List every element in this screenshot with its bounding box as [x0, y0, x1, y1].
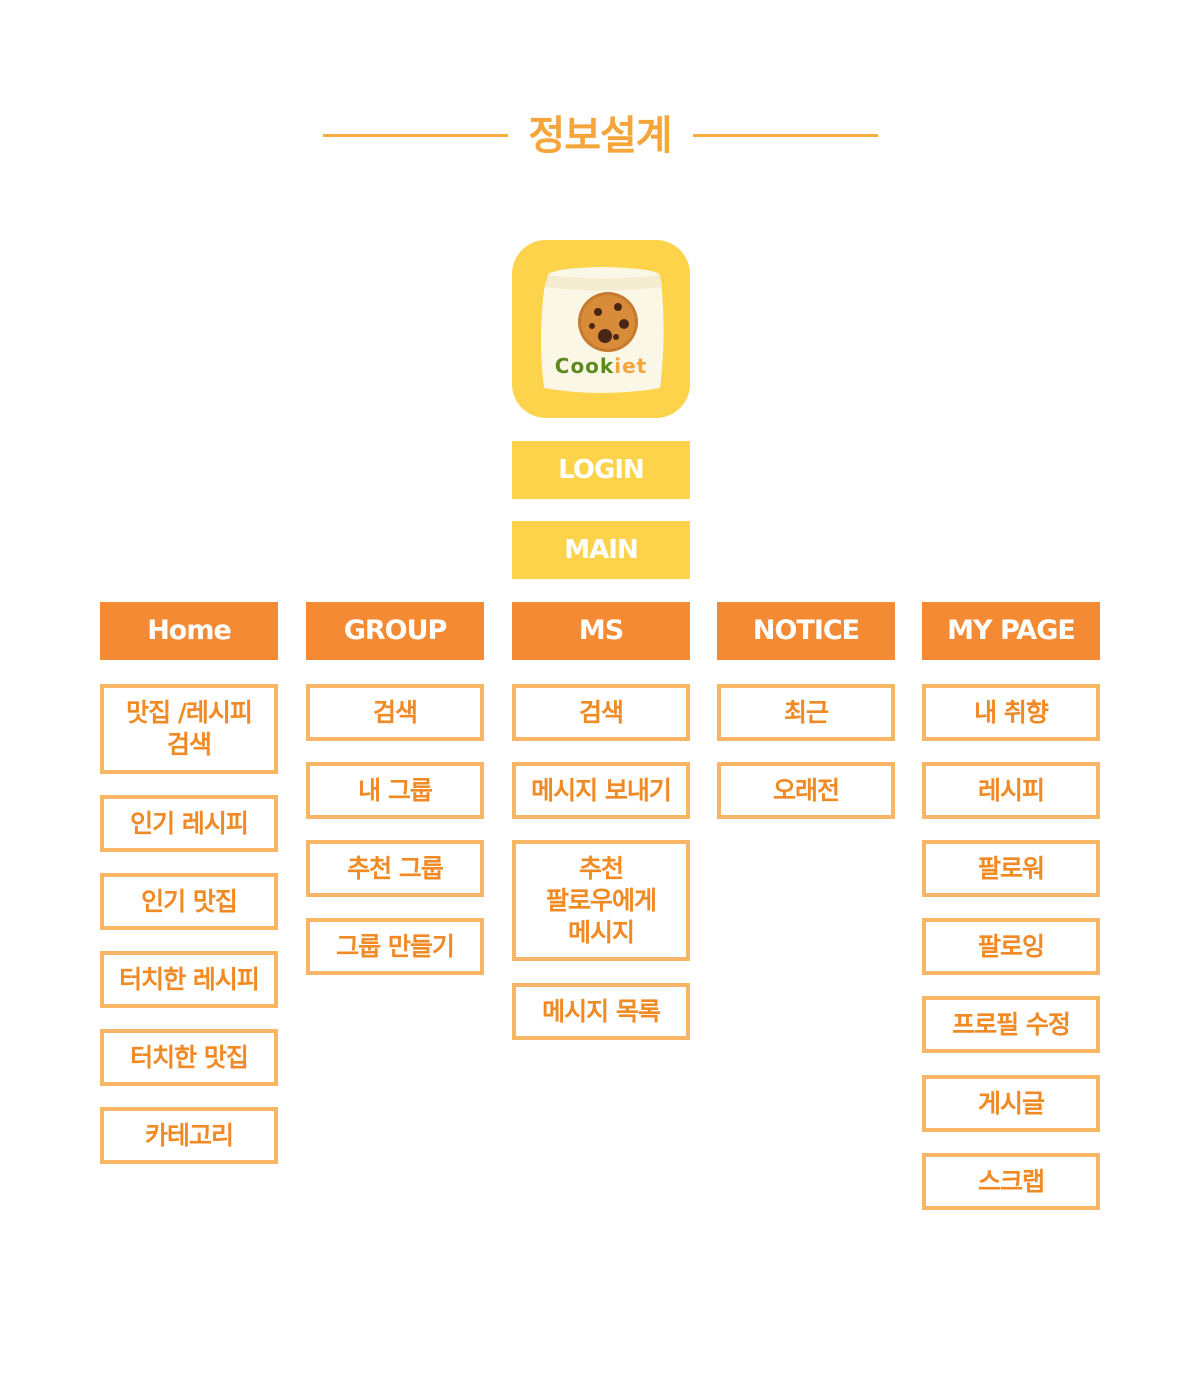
app-logo: Cookiet: [512, 240, 690, 418]
node-home-touched-restaurant: 터치한 맛집: [100, 1029, 278, 1086]
title-bar: 정보설계: [0, 108, 1200, 164]
page-title: 정보설계: [528, 113, 672, 159]
logo-wordmark-part1: Cook: [554, 354, 615, 378]
node-mypage-recipe: 레시피: [922, 762, 1100, 819]
node-ms-recommended-follower-message: 추천 팔로우에게 메시지: [512, 840, 690, 961]
column-header-mypage: MY PAGE: [922, 602, 1100, 660]
cookie-bag-icon: [541, 267, 664, 393]
node-ms-search: 검색: [512, 684, 690, 741]
column-header-ms: MS: [512, 602, 690, 660]
column-header-notice: NOTICE: [717, 602, 895, 660]
column-header-group: GROUP: [306, 602, 484, 660]
node-home-search: 맛집 /레시피 검색: [100, 684, 278, 774]
node-group-recommended: 추천 그룹: [306, 840, 484, 897]
node-ms-send-message: 메시지 보내기: [512, 762, 690, 819]
node-home-category: 카테고리: [100, 1107, 278, 1164]
node-notice-recent: 최근: [717, 684, 895, 741]
logo-wordmark-part2: iet: [614, 354, 648, 378]
node-group-create: 그룹 만들기: [306, 918, 484, 975]
node-mypage-followers: 팔로워: [922, 840, 1100, 897]
node-home-touched-recipe: 터치한 레시피: [100, 951, 278, 1008]
node-home-popular-recipe: 인기 레시피: [100, 795, 278, 852]
node-mypage-following: 팔로잉: [922, 918, 1100, 975]
node-mypage-posts: 게시글: [922, 1075, 1100, 1132]
node-group-search: 검색: [306, 684, 484, 741]
node-mypage-scrap: 스크랩: [922, 1153, 1100, 1210]
node-ms-message-list: 메시지 목록: [512, 983, 690, 1040]
column-header-home: Home: [100, 602, 278, 660]
node-mypage-preference: 내 취향: [922, 684, 1100, 741]
node-group-my-group: 내 그룹: [306, 762, 484, 819]
node-notice-old: 오래전: [717, 762, 895, 819]
flow-login-node: LOGIN: [512, 441, 690, 499]
title-divider-right: [693, 134, 878, 137]
flow-main-node: MAIN: [512, 521, 690, 579]
node-mypage-edit-profile: 프로필 수정: [922, 996, 1100, 1053]
title-divider-left: [323, 134, 508, 137]
logo-wordmark: Cookiet: [512, 354, 690, 378]
node-home-popular-restaurant: 인기 맛집: [100, 873, 278, 930]
